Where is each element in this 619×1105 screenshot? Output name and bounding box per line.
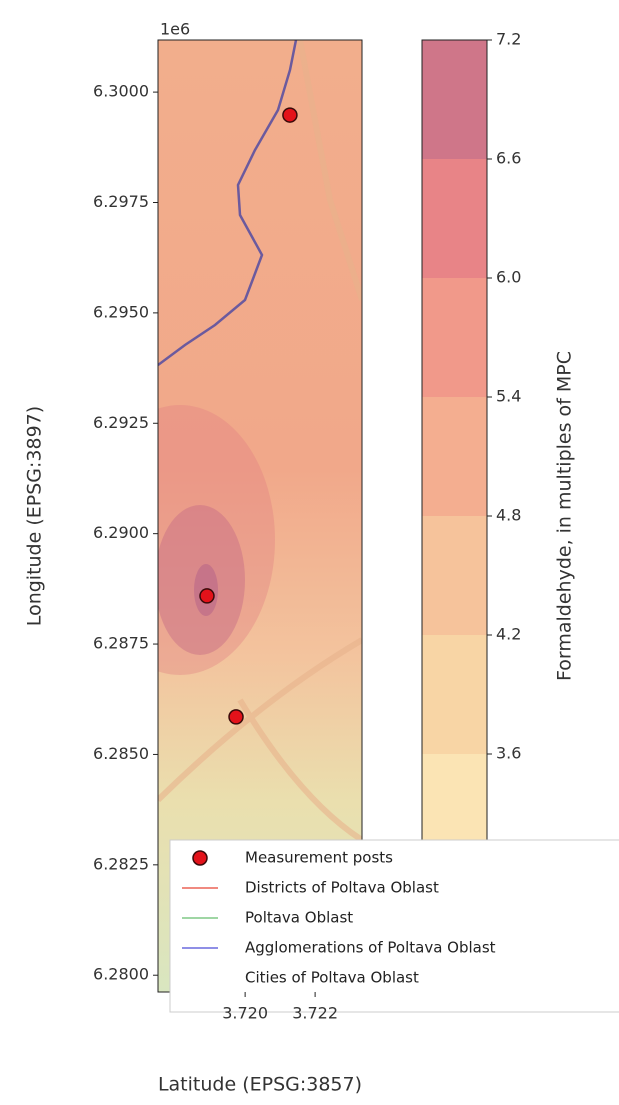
colorbar-tick-label: 5.4 — [496, 387, 521, 406]
colorbar-band — [422, 516, 487, 635]
legend: Measurement posts Districts of Poltava Ob… — [170, 840, 619, 1012]
colorbar-tick-label: 6.6 — [496, 149, 521, 168]
x-tick-label: 3.720 — [222, 1004, 268, 1023]
legend-label: Districts of Poltava Oblast — [245, 879, 439, 897]
y-tick-label: 6.2925 — [93, 413, 149, 432]
y-tick-label: 6.2875 — [93, 634, 149, 653]
colorbar-tick-label: 4.2 — [496, 625, 521, 644]
colorbar-tick-label: 3.6 — [496, 744, 521, 763]
x-tick-label: 3.722 — [292, 1004, 338, 1023]
colorbar-band — [422, 397, 487, 516]
y-tick-label: 6.2975 — [93, 192, 149, 211]
y-axis-label: Longitude (EPSG:3897) — [24, 406, 46, 626]
page: {"chart_data": { "type": "scatter", "off… — [0, 0, 619, 1101]
y-tick-label: 6.2800 — [93, 965, 149, 984]
measurement-post — [200, 589, 214, 603]
colorbar-band — [422, 40, 487, 159]
colorbar-band — [422, 635, 487, 754]
colorbar-label: Formaldehyde, in multiples of MPC — [554, 351, 576, 681]
y-tick-label: 6.2850 — [93, 744, 149, 763]
measurement-post — [229, 710, 243, 724]
legend-label: Agglomerations of Poltava Oblast — [245, 939, 496, 957]
legend-label: Poltava Oblast — [245, 909, 353, 927]
y-tick-label: 6.2950 — [93, 302, 149, 321]
colorbar-tick-label: 7.2 — [496, 30, 521, 49]
colorbar-band — [422, 278, 487, 397]
legend-marker — [193, 851, 207, 865]
colorbar-tick-label: 6.0 — [496, 268, 521, 287]
y-tick-label: 6.2900 — [93, 523, 149, 542]
legend-label: Measurement posts — [245, 849, 393, 867]
y-tick-label: 6.3000 — [93, 82, 149, 101]
legend-label: Cities of Poltava Oblast — [245, 969, 419, 987]
colorbar-tick-label: 4.8 — [496, 506, 521, 525]
x-axis-label: Latitude (EPSG:3857) — [158, 1074, 362, 1096]
offset-text: 1e6 — [160, 20, 190, 39]
y-tick-label: 6.2825 — [93, 854, 149, 873]
colorbar-band — [422, 159, 487, 278]
measurement-post — [283, 108, 297, 122]
chart: 1e6 Longitude (EPSG:3897) Latitude (EPSG… — [0, 0, 619, 1101]
